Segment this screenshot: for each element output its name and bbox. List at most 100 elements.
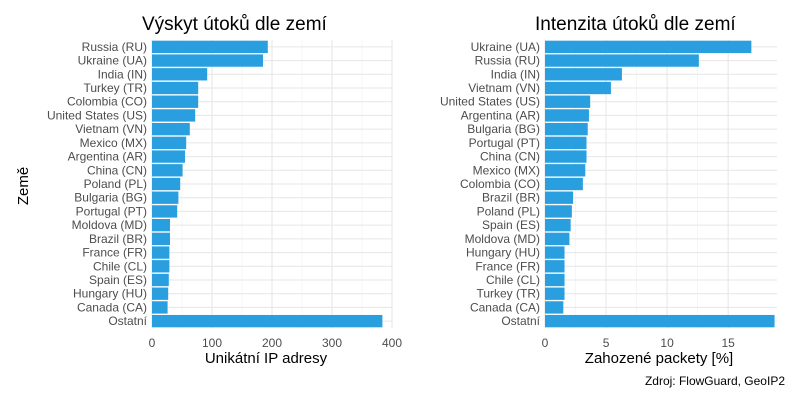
left-y-tick-label: Mexico (MX) xyxy=(80,136,147,150)
left-y-tick-label: Hungary (HU) xyxy=(73,287,147,301)
left-bar xyxy=(152,246,170,259)
right-y-tick-label: Colombia (CO) xyxy=(460,177,540,191)
right-bar xyxy=(545,95,591,108)
right-bar xyxy=(545,301,564,314)
left-bar xyxy=(152,205,178,218)
left-x-axis-title: Unikátní IP adresy xyxy=(205,350,328,367)
left-x-tick-label: 0 xyxy=(149,336,156,350)
left-y-tick-label: Turkey (TR) xyxy=(83,81,147,95)
left-bar xyxy=(152,218,170,232)
right-y-tick-label: Portugal (PT) xyxy=(469,136,540,150)
right-y-tick-label: Poland (PL) xyxy=(477,204,540,218)
left-y-tick-label: Ostatní xyxy=(108,314,147,328)
left-bar xyxy=(152,164,183,177)
right-y-tick-label: Moldova (MD) xyxy=(465,232,540,246)
left-chart-panel: 0 100 200 300 400 Russia (RU)Ukraine (UA)Indi… xyxy=(47,40,402,350)
left-bar xyxy=(152,260,170,273)
left-y-tick-label: Vietnam (VN) xyxy=(75,122,147,136)
right-chart-panel: 0 5 10 15 Ukraine (UA)Russia (RU)India (IN)V… xyxy=(440,40,777,350)
right-bar xyxy=(545,260,565,273)
left-bar xyxy=(152,122,190,136)
right-bar xyxy=(545,273,565,287)
left-y-tick-label: Russia (RU) xyxy=(82,40,147,54)
left-y-tick-label: Bulgaria (BG) xyxy=(74,191,147,205)
right-y-tick-label: Ostatní xyxy=(501,314,540,328)
right-y-tick-label: Turkey (TR) xyxy=(476,287,540,301)
right-y-tick-label: Mexico (MX) xyxy=(473,163,540,177)
right-y-tick-label: India (IN) xyxy=(491,67,540,81)
right-y-tick-label: Argentina (AR) xyxy=(461,108,540,122)
right-y-tick-label: Brazil (BR) xyxy=(482,191,540,205)
left-bar xyxy=(152,273,169,287)
left-y-tick-label: Ukraine (UA) xyxy=(78,54,147,68)
right-bar xyxy=(545,164,586,177)
left-bar xyxy=(152,136,187,150)
left-y-tick-label: India (IN) xyxy=(98,67,147,81)
right-bar xyxy=(545,287,565,300)
left-y-tick-label: Spain (ES) xyxy=(89,273,147,287)
right-bar xyxy=(545,68,622,81)
right-bar xyxy=(545,54,699,67)
left-y-tick-label: France (FR) xyxy=(82,246,147,260)
left-bar xyxy=(152,314,383,328)
left-y-tick-label: United States (US) xyxy=(47,108,147,122)
right-x-tick-label: 5 xyxy=(603,336,610,350)
right-bar xyxy=(545,218,571,232)
left-y-tick-label: Brazil (BR) xyxy=(89,232,147,246)
right-bar xyxy=(545,109,589,122)
left-y-tick-label: Portugal (PT) xyxy=(76,204,147,218)
left-bar xyxy=(152,81,199,95)
left-bar xyxy=(152,191,179,204)
left-x-tick-label: 300 xyxy=(322,336,342,350)
left-bar xyxy=(152,177,181,191)
right-y-tick-label: China (CN) xyxy=(480,150,540,164)
left-y-tick-label: Argentina (AR) xyxy=(68,150,147,164)
right-bar xyxy=(545,205,572,218)
left-bar xyxy=(152,287,169,300)
right-y-tick-label: Vietnam (VN) xyxy=(468,81,540,95)
right-bar xyxy=(545,177,583,191)
right-bar xyxy=(545,150,587,163)
right-y-tick-label: Chile (CL) xyxy=(486,273,540,287)
right-bar xyxy=(545,40,752,54)
right-bar xyxy=(545,232,570,246)
source-caption: Zdroj: FlowGuard, GeoIP2 xyxy=(645,374,785,388)
left-bar xyxy=(152,150,185,163)
right-x-tick-label: 0 xyxy=(542,336,549,350)
right-x-tick-label: 15 xyxy=(721,336,735,350)
right-bar xyxy=(545,246,565,259)
left-y-tick-label: Colombia (CO) xyxy=(67,95,147,109)
right-y-tick-label: Canada (CA) xyxy=(470,300,540,314)
left-x-tick-label: 200 xyxy=(262,336,282,350)
left-bar xyxy=(152,109,196,122)
right-bar xyxy=(545,122,588,136)
y-axis-title: Země xyxy=(15,167,32,205)
right-y-tick-label: Bulgaria (BG) xyxy=(467,122,540,136)
right-y-tick-label: Ukraine (UA) xyxy=(471,40,540,54)
right-y-tick-label: United States (US) xyxy=(440,95,540,109)
left-bar xyxy=(152,40,268,54)
left-y-tick-label: Moldova (MD) xyxy=(72,218,147,232)
right-bar xyxy=(545,136,587,150)
left-bar xyxy=(152,54,263,67)
left-y-tick-label: Chile (CL) xyxy=(93,259,147,273)
left-x-tick-label: 400 xyxy=(382,336,402,350)
left-bar xyxy=(152,95,199,108)
right-y-tick-label: France (FR) xyxy=(475,259,540,273)
left-bar xyxy=(152,68,208,81)
right-y-tick-label: Hungary (HU) xyxy=(466,246,540,260)
left-chart-title: Výskyt útoků dle zemí xyxy=(142,14,328,35)
left-bar xyxy=(152,301,168,314)
right-y-tick-label: Russia (RU) xyxy=(475,54,540,68)
right-x-axis-title: Zahozené packety [%] xyxy=(585,350,733,367)
right-bar xyxy=(545,314,775,328)
right-chart-title: Intenzita útoků dle zemí xyxy=(535,14,736,35)
right-bar xyxy=(545,81,611,95)
left-y-tick-label: Canada (CA) xyxy=(77,300,147,314)
left-y-tick-label: Poland (PL) xyxy=(84,177,147,191)
left-y-tick-label: China (CN) xyxy=(87,163,147,177)
left-bar xyxy=(152,232,170,246)
right-bar xyxy=(545,191,574,204)
right-y-tick-label: Spain (ES) xyxy=(482,218,540,232)
